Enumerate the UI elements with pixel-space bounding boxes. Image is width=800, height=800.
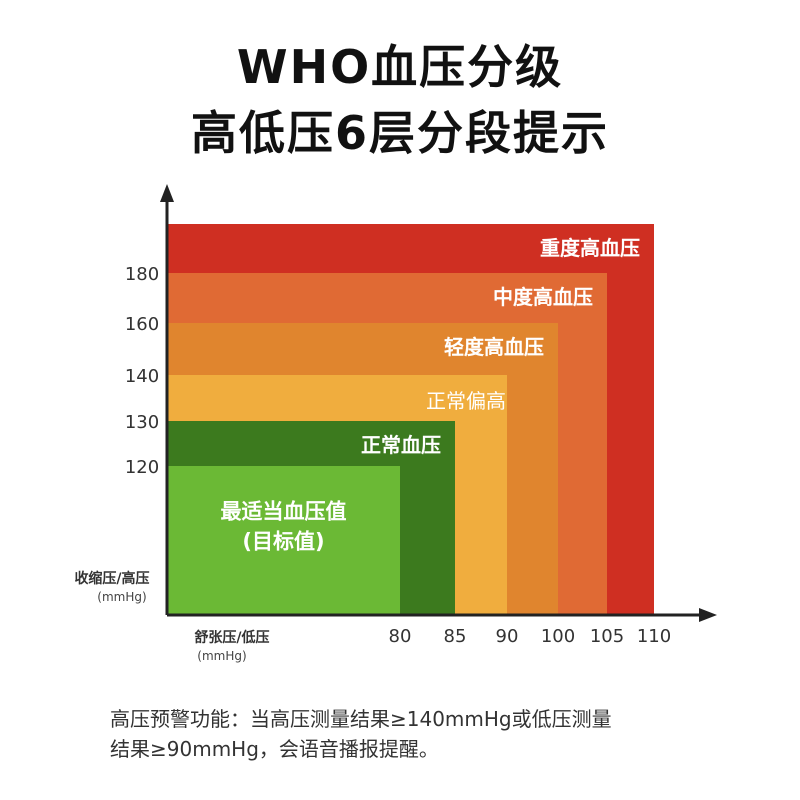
x-tick-label: 100 (541, 626, 575, 647)
region-label: 重度高血压 (540, 236, 640, 260)
y-axis-unit: (mmHg) (97, 590, 146, 604)
region-label: 正常偏高 (426, 389, 506, 413)
y-tick-label: 180 (125, 264, 159, 285)
region-label: 中度高血压 (493, 285, 593, 309)
y-tick-label: 140 (125, 366, 159, 387)
x-axis-unit: (mmHg) (197, 649, 246, 663)
x-axis-label: 舒张压/低压 (194, 629, 269, 646)
x-tick-label: 80 (389, 626, 412, 647)
axes-layer: 120 130 140 160 180 80 85 90 100 105 110 收缩压/高压 (mmH… (74, 184, 717, 663)
region-1 (167, 466, 400, 615)
x-axis-arrow-icon (699, 608, 717, 622)
regions-layer (167, 224, 654, 615)
region-label-sub: (目标值) (242, 530, 324, 554)
y-axis-arrow-icon (160, 184, 174, 202)
chart-title: WHO血压分级 (236, 40, 564, 94)
y-axis-label: 收缩压/高压 (74, 570, 149, 587)
warning-note-line1: 高压预警功能：当高压测量结果≥140mmHg或低压测量 (110, 707, 612, 731)
x-tick-label: 110 (637, 626, 671, 647)
region-label: 轻度高血压 (444, 335, 544, 359)
x-tick-label: 90 (496, 626, 519, 647)
y-tick-label: 130 (125, 412, 159, 433)
chart-subtitle: 高低压6层分段提示 (190, 106, 609, 160)
x-tick-label: 85 (444, 626, 467, 647)
y-tick-label: 160 (125, 314, 159, 335)
region-label: 最适当血压值 (221, 500, 347, 524)
region-label: 正常血压 (361, 433, 441, 457)
y-tick-label: 120 (125, 457, 159, 478)
warning-note-line2: 结果≥90mmHg，会语音播报提醒。 (110, 737, 439, 761)
x-tick-label: 105 (590, 626, 624, 647)
